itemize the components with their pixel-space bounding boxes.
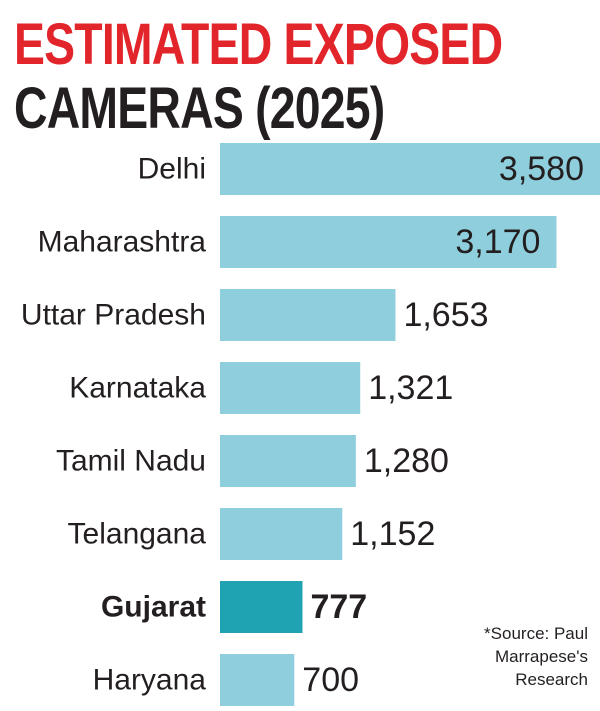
chart-title-line-1: ESTIMATED EXPOSED xyxy=(14,12,503,77)
category-label: Haryana xyxy=(93,664,207,697)
value-label: 1,152 xyxy=(350,515,435,553)
value-label: 1,321 xyxy=(368,369,453,407)
category-label: Gujarat xyxy=(101,591,206,624)
bar-gujarat xyxy=(220,581,303,633)
value-label: 1,653 xyxy=(403,296,488,334)
category-label: Tamil Nadu xyxy=(56,445,206,478)
value-label: 3,580 xyxy=(499,150,584,188)
value-label: 777 xyxy=(310,588,367,626)
bar-telangana xyxy=(220,508,343,560)
category-label: Delhi xyxy=(138,153,206,186)
bar-uttar-pradesh xyxy=(220,289,396,341)
bars-layer: Delhi 3,580 Maharashtra 3,170 Uttar Pradesh 1… xyxy=(21,143,600,706)
value-label: 700 xyxy=(302,661,359,699)
category-label: Telangana xyxy=(68,518,207,551)
bar-maharashtra xyxy=(220,216,557,268)
value-label: 1,280 xyxy=(364,442,449,480)
chart-title-line-2: CAMERAS (2025) xyxy=(14,76,385,141)
bar-haryana xyxy=(220,654,295,706)
bar-karnataka xyxy=(220,362,361,414)
category-label: Maharashtra xyxy=(38,226,207,259)
value-label: 3,170 xyxy=(455,223,540,261)
bar-delhi xyxy=(220,143,600,195)
category-label: Uttar Pradesh xyxy=(21,299,206,332)
bar-tamil-nadu xyxy=(220,435,356,487)
source-note: *Source: Paul Marrapese's Research xyxy=(484,624,588,689)
category-label: Karnataka xyxy=(69,372,206,405)
